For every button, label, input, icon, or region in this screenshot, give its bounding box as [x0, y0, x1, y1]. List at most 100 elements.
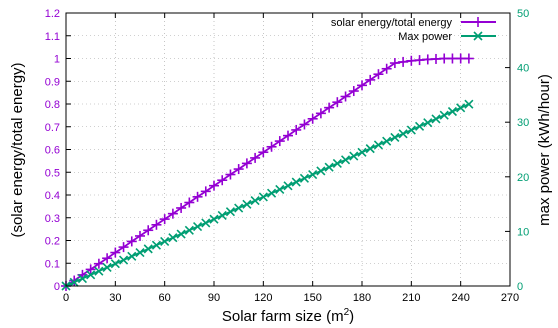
data-point-max-power — [266, 188, 277, 198]
data-point-max-power — [160, 236, 170, 247]
y-right-tick-label: 40 — [517, 63, 529, 75]
data-point-solar-energy — [357, 80, 367, 91]
data-point-max-power — [217, 210, 227, 221]
data-point-solar-energy — [200, 186, 211, 197]
data-point-max-power-b — [135, 248, 145, 258]
legend-marker-cross — [473, 31, 483, 41]
data-point-max-power-b — [299, 173, 310, 183]
legend: solar energy/total energy Max power — [331, 17, 496, 43]
data-point-max-power-b — [365, 144, 375, 154]
data-point-max-power — [456, 103, 466, 113]
data-point-max-power — [414, 121, 425, 131]
data-point-solar-energy — [348, 86, 359, 97]
data-point-max-power-b — [308, 170, 318, 180]
y-right-tick-label: 20 — [517, 172, 529, 184]
data-point-solar-energy — [291, 124, 302, 135]
data-point-solar-energy — [373, 69, 384, 80]
data-point-max-power-b — [151, 240, 162, 250]
data-point-max-power — [464, 99, 474, 109]
data-point-max-power — [184, 225, 194, 235]
data-point-max-power — [316, 166, 326, 176]
data-point-max-power — [94, 266, 104, 276]
y-axis-right-label: max power (kWh/hour) — [536, 74, 553, 226]
data-point-max-power-b — [406, 125, 416, 135]
y-right-tick-label: 10 — [517, 226, 529, 238]
data-point-max-power-b — [373, 140, 384, 150]
y-left-tick-label: 1.2 — [45, 8, 60, 20]
data-point-solar-energy — [217, 175, 228, 186]
y-right-tick-label: 30 — [517, 117, 529, 129]
data-point-max-power-b — [258, 192, 268, 202]
tick-labels: 0 30 60 90 120 150 180 210 240 27000.10.20.30.40.… — [45, 8, 530, 304]
data-point-max-power-b — [382, 136, 392, 146]
y-left-tick-label: 0.6 — [45, 145, 60, 157]
data-point-solar-energy — [135, 230, 145, 241]
y-left-tick-label: 0.2 — [45, 236, 60, 248]
x-tick-label: 240 — [451, 292, 469, 304]
data-point-max-power-b — [217, 210, 227, 221]
x-axis-label-end: ) — [349, 308, 354, 325]
data-point-max-power — [250, 196, 260, 206]
legend-marker-cross-b — [473, 31, 483, 41]
x-tick-label: 180 — [353, 292, 371, 304]
data-point-max-power — [192, 222, 203, 232]
data-point-max-power — [390, 132, 400, 143]
data-point-max-power-b — [250, 196, 260, 206]
data-point-max-power — [349, 151, 359, 161]
data-point-max-power — [357, 147, 367, 157]
data-point-solar-energy — [102, 253, 113, 264]
data-point-max-power — [127, 251, 137, 261]
plot-frame — [65, 12, 511, 287]
data-point-max-power-b — [357, 147, 367, 157]
data-point-max-power-b — [447, 106, 458, 117]
data-point-solar-energy — [184, 197, 195, 208]
y-left-tick-label: 0.9 — [45, 76, 60, 88]
data-point-solar-energy — [324, 102, 335, 113]
legend-label-solar-energy: solar energy/total energy — [331, 17, 453, 29]
y-left-tick-label: 1.1 — [45, 31, 60, 43]
data-point-max-power — [86, 270, 96, 280]
data-point-max-power-b — [266, 188, 277, 198]
y-left-tick-label: 0.7 — [45, 122, 60, 134]
data-point-max-power — [283, 181, 293, 191]
data-point-solar-energy — [250, 152, 261, 163]
grid — [66, 13, 510, 286]
data-point-max-power-b — [192, 222, 203, 232]
x-tick-label: 30 — [109, 292, 121, 304]
data-point-max-power-b — [118, 255, 129, 265]
data-point-max-power-b — [102, 262, 112, 273]
data-point-solar-energy — [159, 214, 170, 225]
data-point-solar-energy — [241, 158, 252, 169]
data-point-max-power-b — [283, 181, 293, 191]
tick-marks — [65, 12, 511, 287]
data-point-max-power — [423, 118, 433, 128]
data-point-max-power-b — [431, 114, 441, 124]
data-point-max-power-b — [324, 162, 334, 172]
data-point-max-power — [102, 262, 112, 273]
data-point-max-power-b — [423, 118, 433, 128]
x-tick-label: 270 — [501, 292, 519, 304]
data-point-max-power-b — [390, 132, 400, 143]
x-tick-label: 60 — [159, 292, 171, 304]
data-point-max-power — [77, 274, 88, 284]
data-point-max-power-b — [201, 218, 211, 228]
data-point-max-power — [439, 110, 449, 120]
x-tick-label: 0 — [63, 292, 69, 304]
data-point-solar-energy — [365, 74, 376, 85]
data-point-max-power-b — [176, 229, 186, 239]
data-point-solar-energy — [167, 208, 178, 219]
data-point-solar-energy — [299, 119, 310, 130]
data-point-max-power-b — [225, 207, 236, 217]
y-left-tick-label: 1 — [54, 54, 60, 66]
data-point-max-power — [332, 158, 342, 169]
y-left-tick-label: 0.3 — [45, 213, 60, 225]
x-tick-label: 210 — [402, 292, 420, 304]
data-point-max-power — [168, 233, 178, 243]
data-point-solar-energy — [110, 247, 121, 258]
data-point-max-power-b — [234, 203, 244, 213]
y-right-tick-label: 0 — [517, 281, 523, 293]
y-axis-left-label: (solar energy/total energy) — [9, 62, 26, 237]
data-point-max-power-b — [94, 266, 104, 276]
data-point-solar-energy — [258, 147, 269, 158]
data-point-solar-energy — [332, 97, 343, 108]
